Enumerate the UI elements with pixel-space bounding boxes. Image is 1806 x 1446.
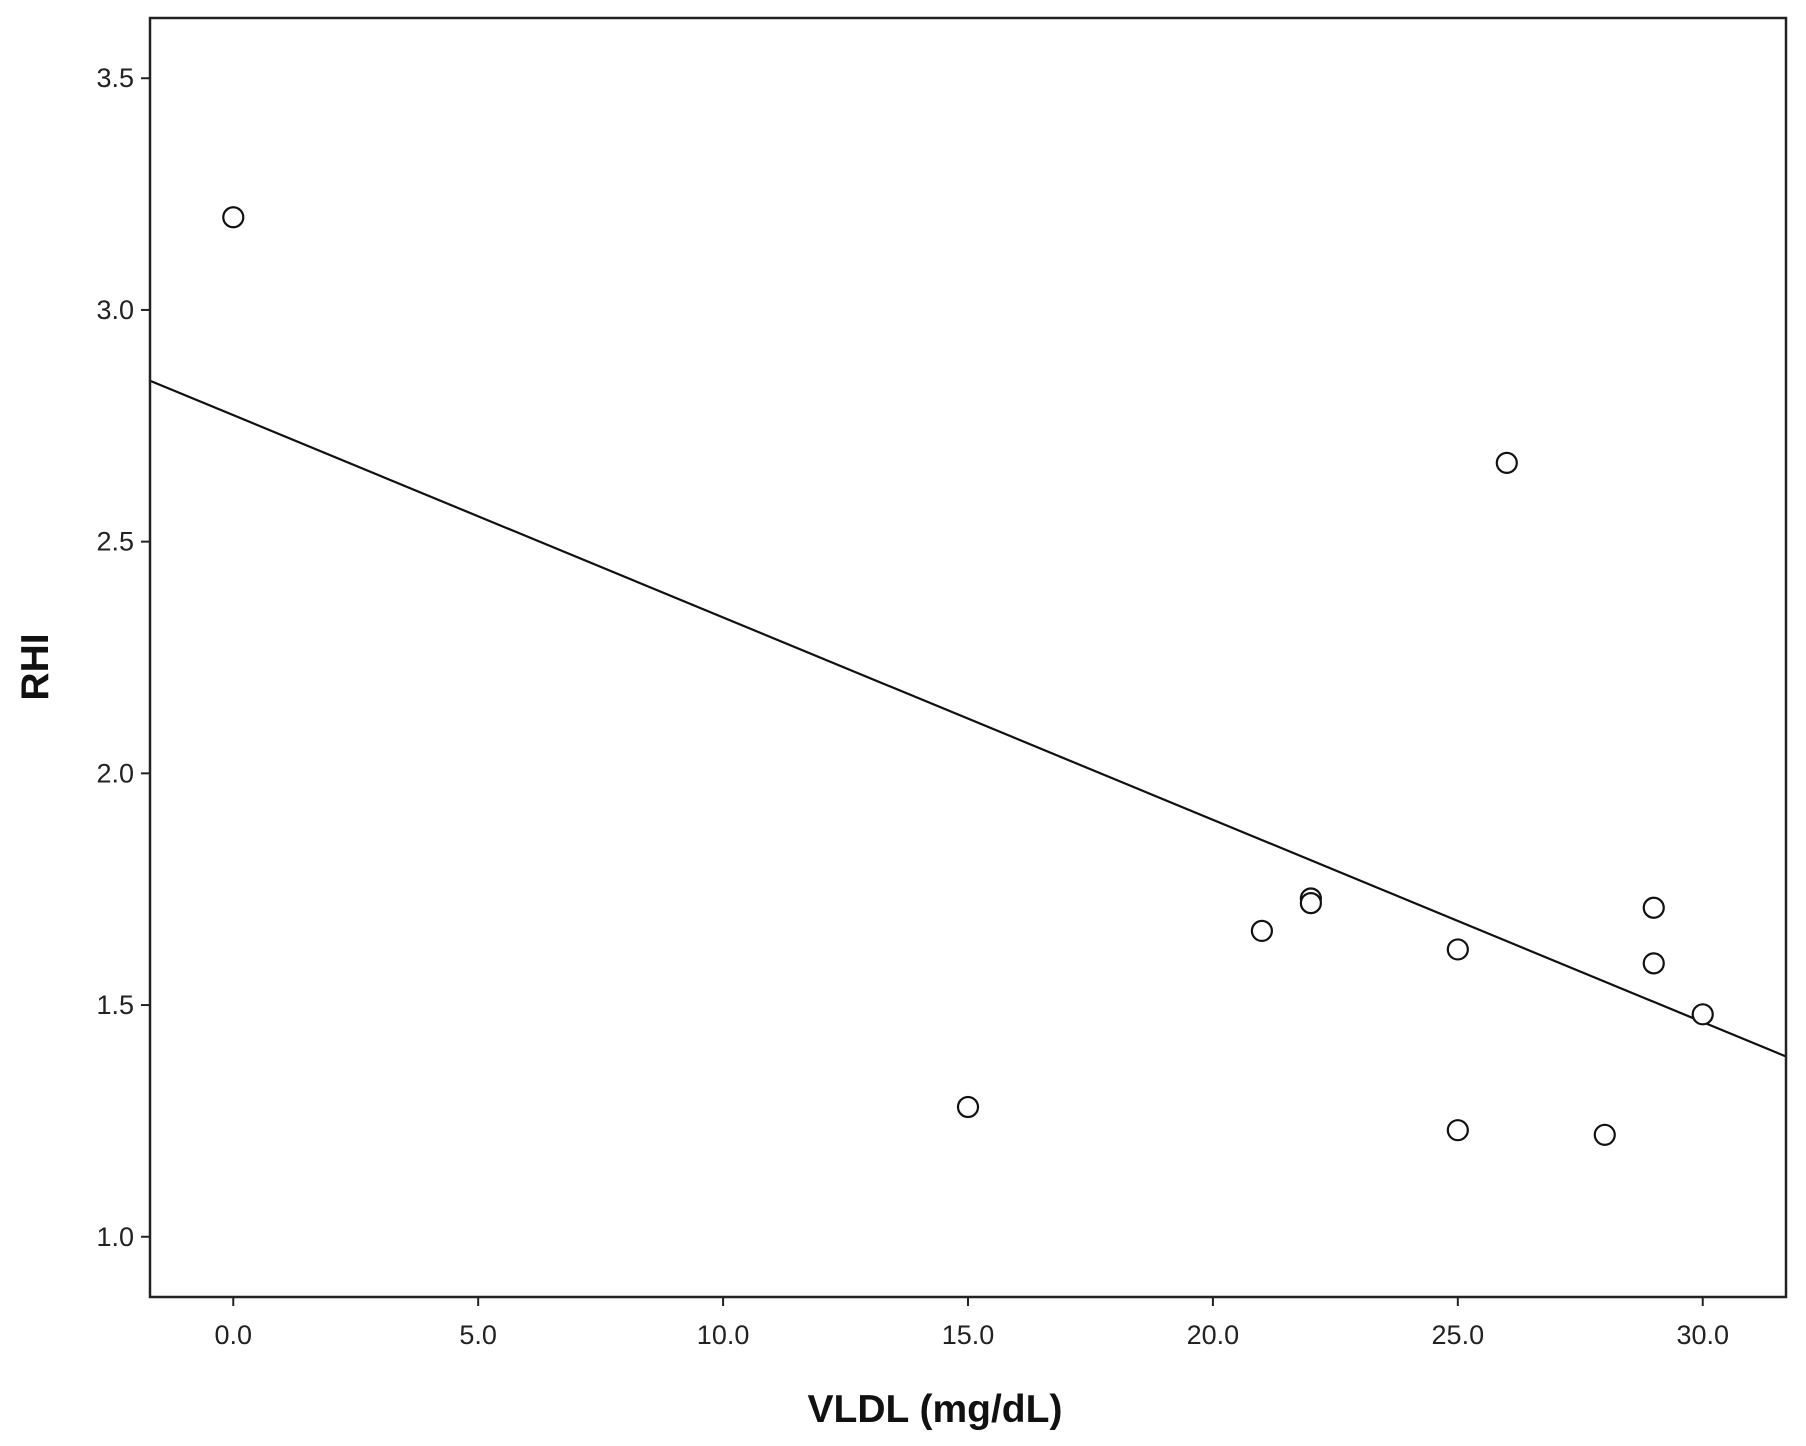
x-tick-label: 10.0: [697, 1320, 750, 1350]
data-point: [1250, 919, 1273, 943]
data-point: [1642, 952, 1665, 975]
y-tick-label: 3.5: [96, 63, 134, 93]
y-axis: 1.0 1.5 2.0 2.5 3.0 3.5: [96, 63, 150, 1252]
x-tick-label: 30.0: [1676, 1320, 1729, 1350]
x-tick-label: 5.0: [459, 1320, 497, 1350]
y-axis-title: RHI: [14, 633, 57, 700]
y-tick-label: 3.0: [96, 295, 134, 325]
y-tick-label: 2.5: [96, 527, 134, 557]
x-axis: 0.0 5.0 10.0 15.0 20.0 25.0 30.0: [214, 1297, 1729, 1350]
data-point: [1495, 451, 1518, 474]
fit-layer: [149, 379, 1787, 1058]
data-point: [222, 206, 245, 229]
data-point: [1446, 1119, 1469, 1142]
x-tick-label: 15.0: [942, 1320, 995, 1350]
data-point: [956, 1095, 980, 1119]
x-tick-label: 25.0: [1432, 1320, 1485, 1350]
y-tick-label: 1.0: [96, 1222, 134, 1252]
data-point: [1446, 938, 1469, 961]
data-point: [1299, 892, 1322, 915]
y-tick-label: 2.0: [96, 758, 134, 788]
x-tick-label: 20.0: [1187, 1320, 1240, 1350]
x-tick-label: 0.0: [214, 1320, 252, 1350]
data-point: [1593, 1123, 1616, 1146]
x-axis-title: VLDL (mg/dL): [808, 1388, 1063, 1431]
fit-line: [149, 379, 1787, 1058]
points-layer: [222, 206, 1714, 1146]
data-point: [1642, 896, 1665, 919]
y-tick-label: 1.5: [96, 990, 134, 1020]
data-point: [1691, 1003, 1714, 1026]
